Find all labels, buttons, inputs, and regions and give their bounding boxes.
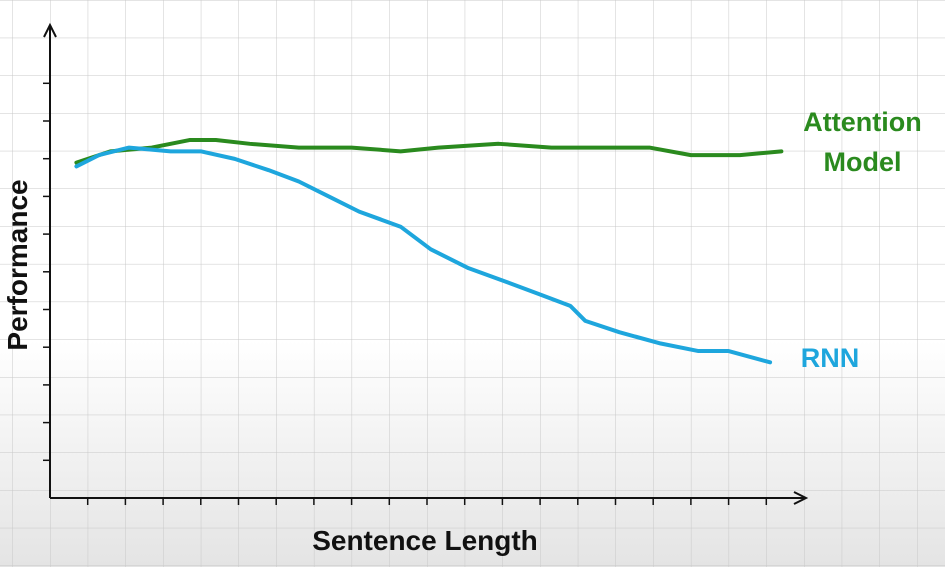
y-axis-title: Performance <box>2 179 33 350</box>
x-axis-title: Sentence Length <box>312 525 538 556</box>
series-line <box>74 145 773 365</box>
x-axis-arrow <box>793 491 809 505</box>
series-label: Attention Model <box>803 107 922 177</box>
series-line <box>74 138 784 165</box>
series-label: RNN <box>800 343 860 373</box>
y-axis-arrow <box>43 22 57 38</box>
